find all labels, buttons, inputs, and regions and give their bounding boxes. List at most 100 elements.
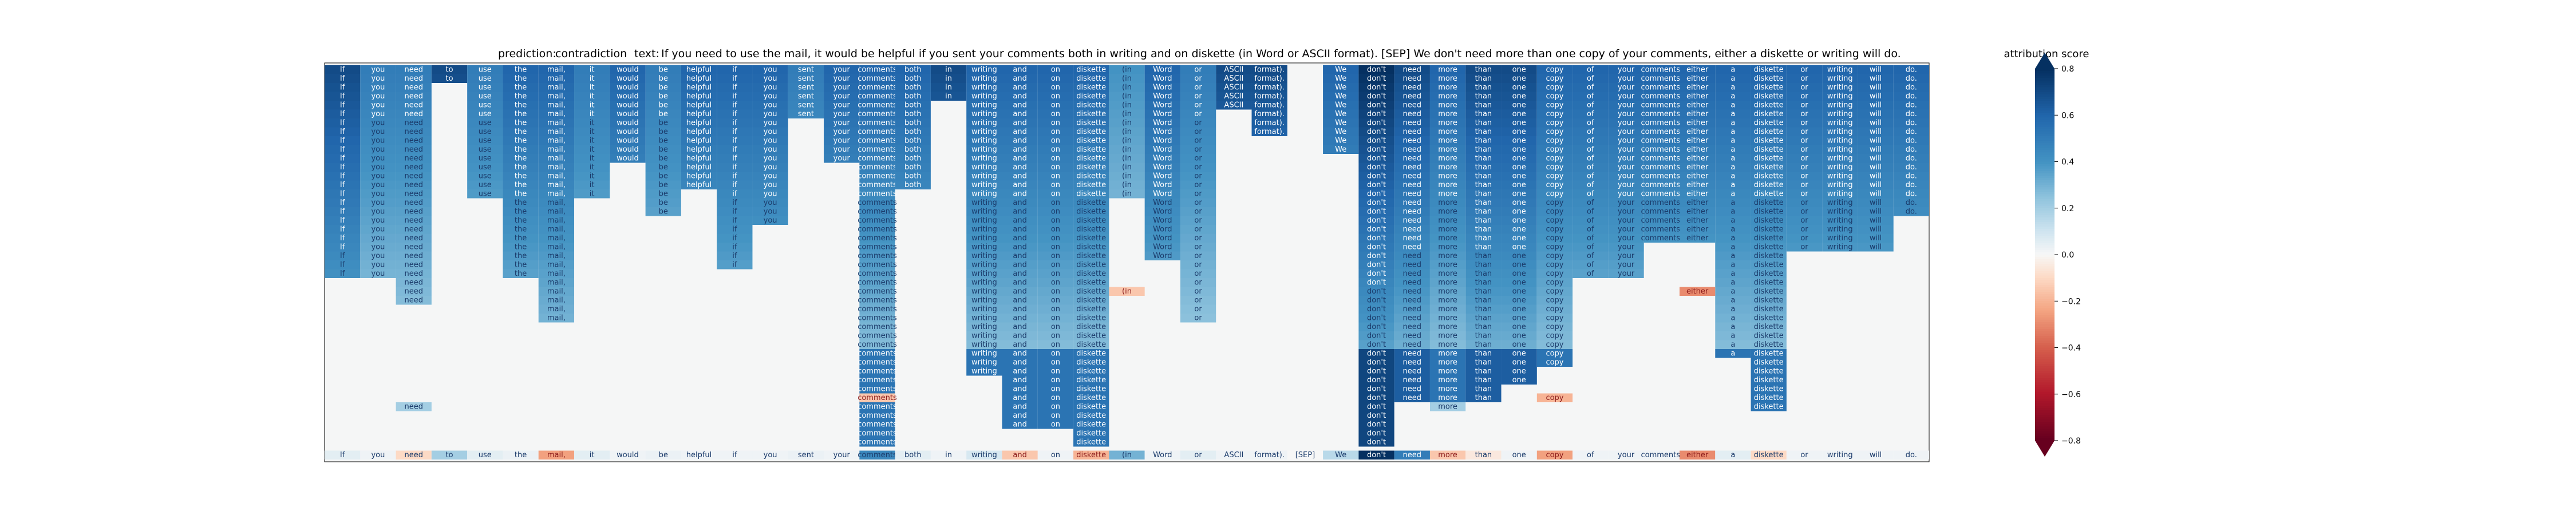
- token-40-row-17-label: diskette: [1754, 216, 1784, 225]
- token-2-row-7-label: need: [404, 128, 423, 136]
- token-4-row-0-label: use: [479, 66, 492, 74]
- token-15-row-4-cell: [859, 101, 895, 110]
- bottom-token-38-label: either: [1686, 451, 1709, 459]
- token-36-row-7-label: your: [1618, 128, 1635, 136]
- token-12-row-2-cell: [752, 83, 788, 92]
- token-38-row-6-cell: [1679, 118, 1716, 128]
- token-22-row-12-cell: [1109, 172, 1145, 181]
- token-37-row-4-label: comments,: [1641, 101, 1682, 110]
- colorbar-segment: [2035, 373, 2055, 376]
- token-16-row-13-label: both: [904, 181, 922, 189]
- token-34-row-33-label: copy: [1546, 358, 1563, 367]
- token-6-row-6-cell: [538, 118, 575, 128]
- token-15-row-9-label: comments: [858, 145, 897, 154]
- token-6-row-20-label: mail,: [547, 243, 566, 252]
- token-11-row-19-cell: [717, 233, 753, 243]
- token-44-row-4-label: do.: [1906, 101, 1917, 110]
- token-30-row-34-label: need: [1403, 367, 1422, 376]
- bottom-token-13-cell: [788, 450, 824, 459]
- token-37-row-3-cell: [1643, 92, 1680, 101]
- token-19-row-26-label: and: [1013, 296, 1026, 305]
- colorbar-segment: [2035, 382, 2055, 386]
- token-21-row-18-cell: [1073, 225, 1109, 234]
- token-39-row-29-cell: [1715, 322, 1751, 331]
- token-23-row-15-label: Word: [1153, 199, 1172, 207]
- token-34-row-24-cell: [1536, 278, 1573, 287]
- token-34-row-9-label: copy: [1546, 145, 1563, 154]
- token-30-row-28-cell: [1394, 314, 1430, 323]
- token-36-row-18-label: your: [1618, 225, 1635, 234]
- bottom-token-31-label: more: [1438, 451, 1457, 459]
- token-29-row-2-cell: [1358, 83, 1394, 92]
- token-9-row-2-cell: [645, 83, 681, 92]
- token-31-row-33-label: more: [1438, 358, 1457, 367]
- token-23-row-0-cell: [1144, 65, 1180, 74]
- token-2-row-5-label: need: [404, 110, 423, 118]
- token-7-row-14-label: it: [590, 190, 595, 199]
- token-12-row-12-label: you: [764, 172, 777, 181]
- token-1-row-12-cell: [360, 172, 396, 181]
- token-20-row-35-cell: [1037, 375, 1074, 385]
- token-18-row-2-cell: [966, 83, 1002, 92]
- colorbar-segment: [2035, 361, 2055, 365]
- token-0-row-15-cell: [325, 198, 361, 207]
- token-24-row-25-cell: [1180, 287, 1216, 296]
- colorbar-segment: [2035, 312, 2055, 316]
- token-15-row-38-label: comments: [858, 403, 897, 411]
- token-41-row-6-label: or: [1800, 119, 1808, 128]
- token-32-row-12-label: than: [1475, 172, 1492, 181]
- token-4-row-1-cell: [467, 74, 503, 83]
- token-15-row-22-cell: [859, 260, 895, 270]
- token-42-row-20-label: writing: [1827, 243, 1853, 252]
- token-36-row-8-cell: [1608, 136, 1644, 145]
- colorbar-segment: [2035, 247, 2055, 251]
- token-6-row-20-cell: [538, 243, 575, 252]
- token-11-row-12-cell: [717, 172, 753, 181]
- token-23-row-7-cell: [1144, 127, 1180, 136]
- bottom-token-37-label: comments,: [1641, 451, 1682, 459]
- token-22-row-3-label: (in: [1122, 92, 1132, 101]
- token-32-row-31-cell: [1465, 340, 1502, 349]
- token-32-row-30-label: than: [1475, 332, 1492, 340]
- token-24-row-22-label: or: [1194, 261, 1202, 270]
- token-39-row-3-cell: [1715, 92, 1751, 101]
- token-43-row-6-cell: [1858, 118, 1894, 128]
- bottom-token-43-label: will: [1870, 451, 1882, 459]
- token-25-row-4-cell: [1216, 101, 1252, 110]
- token-9-row-11-cell: [645, 163, 681, 172]
- token-19-row-25-label: and: [1013, 287, 1026, 296]
- token-19-row-27-label: and: [1013, 305, 1026, 314]
- token-7-row-0-label: it: [590, 66, 595, 74]
- colorbar-segment: [2035, 131, 2055, 134]
- token-14-row-10-label: your: [833, 154, 851, 163]
- token-23-row-9-label: Word: [1153, 145, 1172, 154]
- token-32-row-24-cell: [1465, 278, 1502, 287]
- token-2-row-17-cell: [396, 216, 432, 225]
- bottom-token-22-cell: [1109, 450, 1145, 459]
- token-18-row-13-label: writing: [971, 181, 997, 189]
- bottom-token-37-cell: [1643, 450, 1680, 459]
- token-6-row-10-label: mail,: [547, 154, 566, 163]
- token-24-row-6-cell: [1180, 118, 1216, 128]
- colorbar-segment: [2035, 257, 2055, 260]
- token-38-row-17-label: either: [1686, 216, 1709, 225]
- token-34-row-7-cell: [1536, 127, 1573, 136]
- token-11-row-7-label: if: [732, 128, 737, 136]
- token-25-row-1-label: ASCII: [1224, 74, 1243, 83]
- token-5-row-7-cell: [503, 127, 539, 136]
- token-40-row-9-label: diskette: [1754, 145, 1784, 154]
- token-20-row-2-cell: [1037, 83, 1074, 92]
- token-26-row-2-label: format).: [1254, 84, 1285, 92]
- token-22-row-11-label: (in: [1122, 163, 1132, 172]
- bottom-token-35-cell: [1573, 450, 1609, 459]
- colorbar-segment: [2035, 217, 2055, 220]
- token-33-row-11-label: one: [1512, 163, 1526, 172]
- token-35-row-21-cell: [1573, 251, 1609, 260]
- token-30-row-3-cell: [1394, 92, 1430, 101]
- token-12-row-16-label: you: [764, 208, 777, 216]
- token-6-row-24-cell: [538, 278, 575, 287]
- token-4-row-4-cell: [467, 101, 503, 110]
- token-15-row-14-cell: [859, 189, 895, 199]
- token-40-row-23-cell: [1751, 269, 1787, 278]
- token-29-row-30-cell: [1358, 331, 1394, 340]
